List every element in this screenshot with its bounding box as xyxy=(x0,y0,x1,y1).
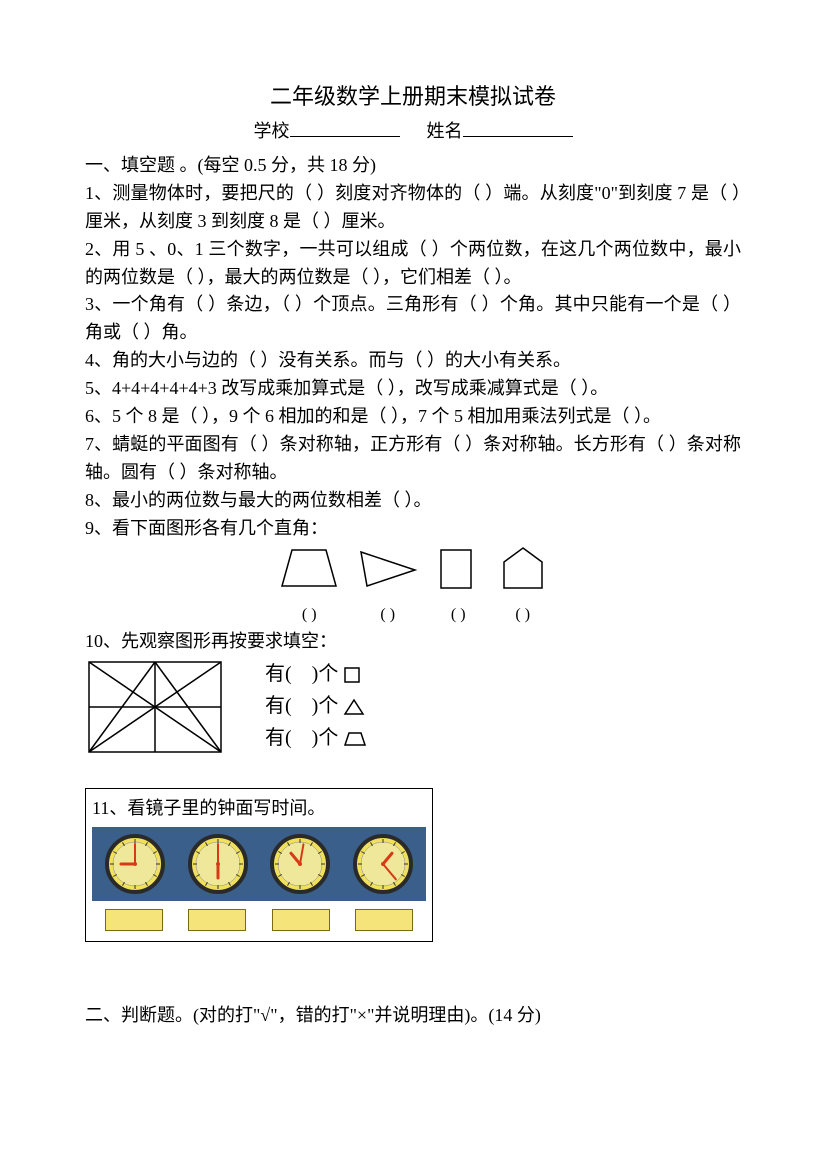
q3: 3、一个角有（ ）条边，（ ）个顶点。三角形有（ ）个角。其中只能有一个是（ ）… xyxy=(85,291,741,347)
q8: 8、最小的两位数与最大的两位数相差（ ）。 xyxy=(85,487,741,515)
name-label: 姓名 xyxy=(427,121,463,141)
shape-pentagon: ( ) xyxy=(498,546,548,628)
school-label: 学校 xyxy=(254,121,290,141)
trapezoid-icon xyxy=(343,730,367,748)
q6: 6、5 个 8 是（ ），9 个 6 相加的和是（ ），7 个 5 相加用乘法列… xyxy=(85,403,741,431)
q9: 9、看下面图形各有几个直角： xyxy=(85,515,741,543)
exam-page: 二年级数学上册期末模拟试卷 学校 姓名 一、填空题 。(每空 0.5 分，共 1… xyxy=(0,0,826,1090)
q9-blank-2[interactable]: ( ) xyxy=(357,603,419,628)
q9-blank-3[interactable]: ( ) xyxy=(435,603,481,628)
page-title: 二年级数学上册期末模拟试卷 xyxy=(85,80,741,114)
clock-answer-1[interactable] xyxy=(105,909,163,931)
clock-strip xyxy=(92,827,426,901)
clock-3 xyxy=(269,833,331,895)
q2: 2、用 5 、0、1 三个数字，一共可以组成（ ）个两位数，在这几个两位数中，最… xyxy=(85,236,741,292)
section1-heading: 一、填空题 。(每空 0.5 分，共 18 分) xyxy=(85,152,741,180)
clock-answer-4[interactable] xyxy=(355,909,413,931)
q9-blank-4[interactable]: ( ) xyxy=(498,603,548,628)
shape-triangle: ( ) xyxy=(357,546,419,628)
q9-shapes: ( ) ( ) ( ) ( ) xyxy=(85,546,741,628)
q9-blank-1[interactable]: ( ) xyxy=(278,603,340,628)
q10-figure: 有( )个 有( )个 有( )个 xyxy=(85,658,741,758)
q7: 7、蜻蜓的平面图有（ ）条对称轴，正方形有（ ）条对称轴。长方形有（ ）条对称轴… xyxy=(85,431,741,487)
shape-trapezoid: ( ) xyxy=(278,546,340,628)
q10-line3: 有( )个 xyxy=(265,722,367,754)
square-icon xyxy=(343,666,363,684)
clock-answer-2[interactable] xyxy=(188,909,246,931)
q1: 1、测量物体时，要把尺的（ ）刻度对齐物体的（ ）端。从刻度"0"到刻度 7 是… xyxy=(85,180,741,236)
q10-answers: 有( )个 有( )个 有( )个 xyxy=(265,658,367,754)
q10: 10、先观察图形再按要求填空： xyxy=(85,628,741,656)
school-blank[interactable] xyxy=(290,118,400,137)
q10-line1: 有( )个 xyxy=(265,658,367,690)
q10-line2: 有( )个 xyxy=(265,690,367,722)
clock-answer-row xyxy=(92,909,426,931)
clock-answer-3[interactable] xyxy=(272,909,330,931)
triangle-icon xyxy=(343,698,365,716)
q11-box: 11、看镜子里的钟面写时间。 xyxy=(85,788,433,942)
q5: 5、4+4+4+4+4+3 改写成乘加算式是（ ），改写成乘减算式是（ ）。 xyxy=(85,375,741,403)
shape-rectangle: ( ) xyxy=(435,546,481,628)
section2-heading: 二、判断题。(对的打"√"，错的打"×"并说明理由)。(14 分) xyxy=(85,1002,741,1030)
q10-grid-diagram xyxy=(85,658,225,758)
q11: 11、看镜子里的钟面写时间。 xyxy=(92,795,426,823)
name-blank[interactable] xyxy=(463,118,573,137)
clock-2 xyxy=(187,833,249,895)
clock-4 xyxy=(352,833,414,895)
meta-line: 学校 姓名 xyxy=(85,118,741,146)
clock-1 xyxy=(104,833,166,895)
q4: 4、角的大小与边的（ ）没有关系。而与（ ）的大小有关系。 xyxy=(85,347,741,375)
